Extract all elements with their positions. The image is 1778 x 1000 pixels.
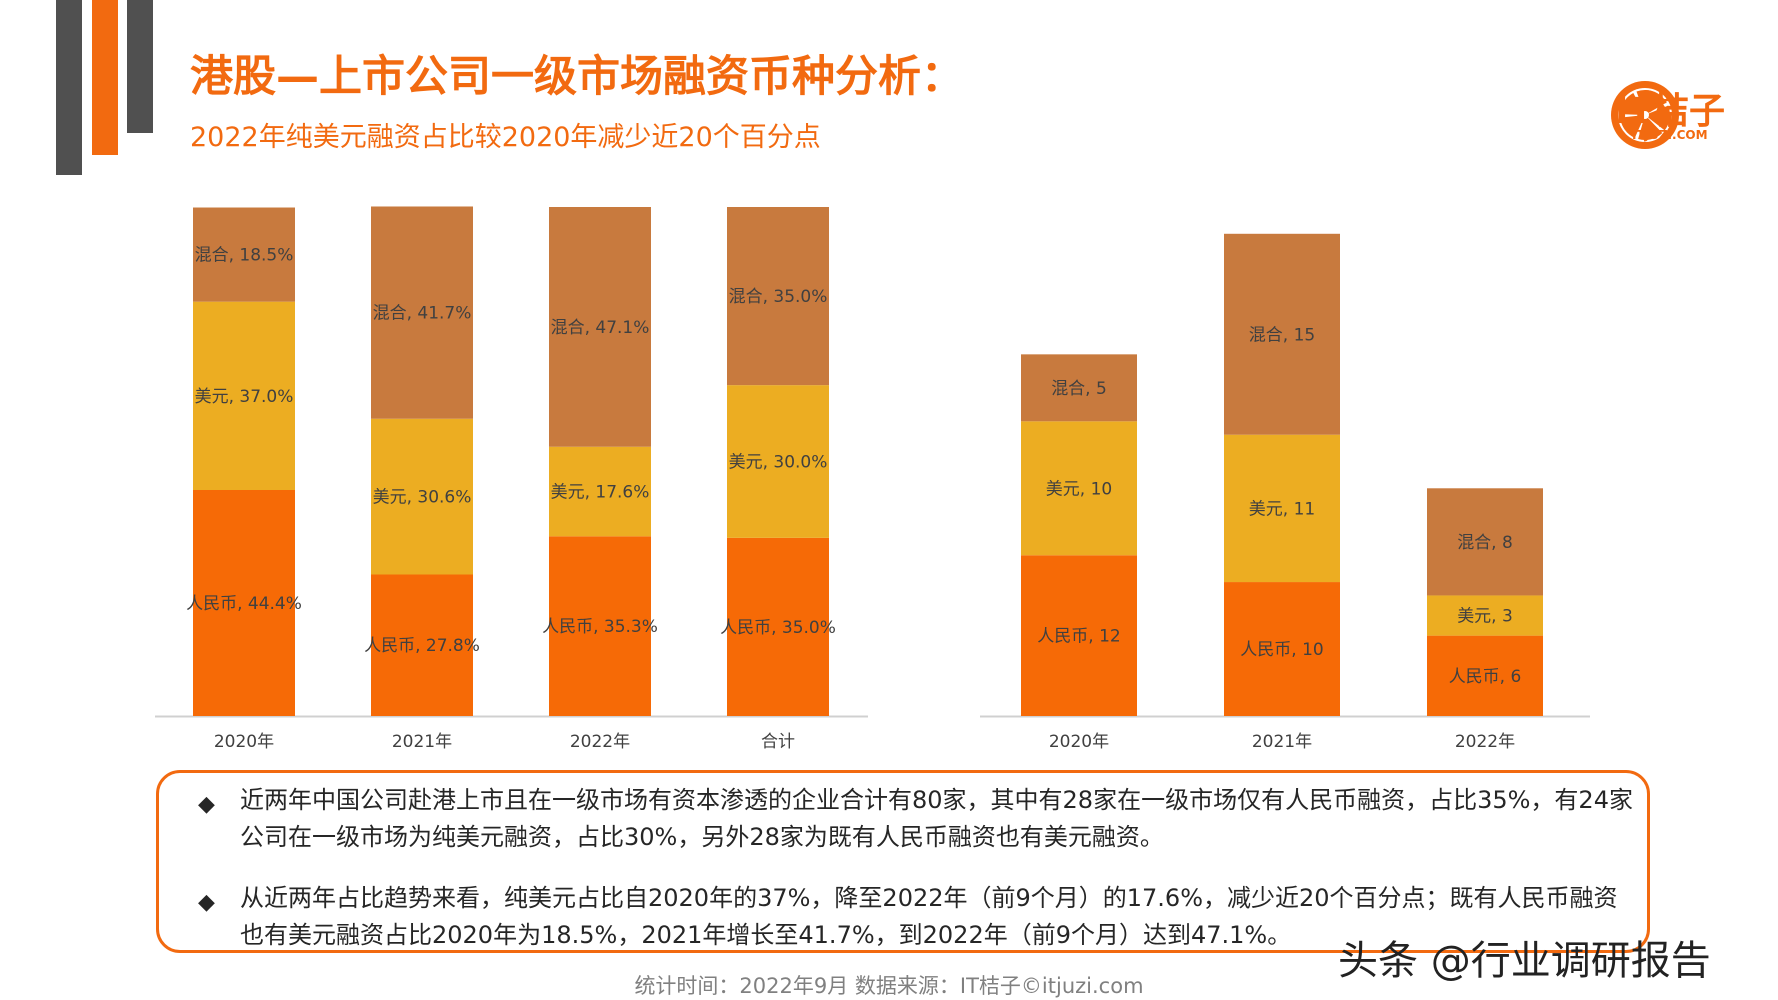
x-tick-label: 2022年	[570, 732, 630, 752]
notes-box	[156, 770, 1650, 953]
data-label-usd: 美元, 10	[1046, 479, 1112, 499]
bar-segment-rmb	[1021, 555, 1137, 716]
bar-segment-mixed	[371, 206, 473, 419]
data-label-usd: 美元, 30.6%	[373, 488, 472, 508]
bar-segment-mixed	[549, 207, 651, 447]
bar-segment-rmb	[371, 574, 473, 716]
data-label-rmb: 人民币, 35.0%	[720, 618, 836, 638]
note-text-1: 近两年中国公司赴港上市且在一级市场有资本渗透的企业合计有80家，其中有28家在一…	[240, 786, 1633, 851]
data-label-usd: 美元, 3	[1457, 607, 1513, 627]
decor-bar-dark-2	[127, 0, 153, 133]
data-label-mixed: 混合, 5	[1051, 379, 1107, 399]
bar-segment-rmb	[549, 536, 651, 716]
data-label-rmb: 人民币, 12	[1037, 627, 1120, 647]
data-label-mixed: 混合, 15	[1249, 325, 1315, 345]
bar-segment-rmb	[727, 537, 829, 716]
x-tick-label: 2020年	[1049, 732, 1109, 752]
x-tick-label: 合计	[761, 732, 795, 752]
logo-subtext: ITJUZI.COM	[1632, 128, 1708, 142]
data-label-rmb: 人民币, 35.3%	[542, 617, 658, 637]
x-tick-label: 2021年	[392, 732, 452, 752]
data-label-usd: 美元, 11	[1249, 499, 1315, 519]
bar-segment-usd	[727, 385, 829, 538]
bar-segment-mixed	[1224, 233, 1340, 435]
bar-segment-usd	[1427, 595, 1543, 636]
charts-canvas: 人民币, 44.4% 美元, 37.0% 混合, 18.5% 2020年 人民币, 27…	[155, 206, 1590, 752]
watermark-text: 头条 @行业调研报告	[1338, 938, 1711, 984]
bar-segment-rmb	[193, 490, 295, 716]
data-label-mixed: 混合, 35.0%	[729, 287, 828, 307]
data-label-rmb: 人民币, 44.4%	[186, 594, 302, 614]
page-title: 港股—上市公司一级市场融资币种分析：	[190, 52, 964, 102]
bar-segment-rmb	[1224, 582, 1340, 716]
bar-segment-usd	[1021, 421, 1137, 556]
note-text-2: 从近两年占比趋势来看，纯美元占比自2020年的37%，降至2022年（前9个月）…	[240, 884, 1618, 949]
data-label-usd: 美元, 30.0%	[729, 453, 828, 473]
x-tick-label: 2021年	[1252, 732, 1312, 752]
note-item-2: ◆ 从近两年占比趋势来看，纯美元占比自2020年的37%，降至2022年（前9个…	[198, 880, 1640, 954]
bar-segment-mixed	[193, 207, 295, 302]
data-label-mixed: 混合, 8	[1457, 533, 1513, 553]
data-label-rmb: 人民币, 6	[1449, 667, 1522, 687]
x-tick-label: 2022年	[1455, 732, 1515, 752]
data-label-rmb: 人民币, 10	[1240, 640, 1323, 660]
decor-bar-orange	[92, 0, 118, 155]
footer-source: 统计时间：2022年9月 数据来源：IT桔子©itjuzi.com	[634, 974, 1144, 998]
bar-segment-usd	[193, 301, 295, 491]
data-label-mixed: 混合, 47.1%	[551, 318, 650, 338]
page-subtitle: 2022年纯美元融资占比较2020年减少近20个百分点	[190, 122, 821, 153]
bar-segment-usd	[371, 418, 473, 575]
diamond-bullet-icon: ◆	[198, 792, 215, 817]
note-item-1: ◆ 近两年中国公司赴港上市且在一级市场有资本渗透的企业合计有80家，其中有28家…	[198, 782, 1640, 856]
bar-segment-usd	[549, 446, 651, 537]
orange-slice-icon	[1611, 81, 1679, 149]
x-tick-label: 2020年	[214, 732, 274, 752]
logo-text: IT桔子	[1615, 91, 1725, 132]
bar-segment-usd	[1224, 434, 1340, 583]
data-label-usd: 美元, 37.0%	[195, 387, 294, 407]
data-label-mixed: 混合, 41.7%	[373, 304, 472, 324]
bar-segment-rmb	[1427, 635, 1543, 716]
bar-segment-mixed	[727, 207, 829, 386]
data-label-rmb: 人民币, 27.8%	[364, 636, 480, 656]
diamond-bullet-icon: ◆	[198, 890, 215, 915]
decor-bar-dark-1	[56, 0, 82, 175]
data-label-usd: 美元, 17.6%	[551, 483, 650, 503]
data-label-mixed: 混合, 18.5%	[195, 246, 294, 266]
bar-segment-mixed	[1021, 354, 1137, 422]
bar-segment-mixed	[1427, 488, 1543, 596]
